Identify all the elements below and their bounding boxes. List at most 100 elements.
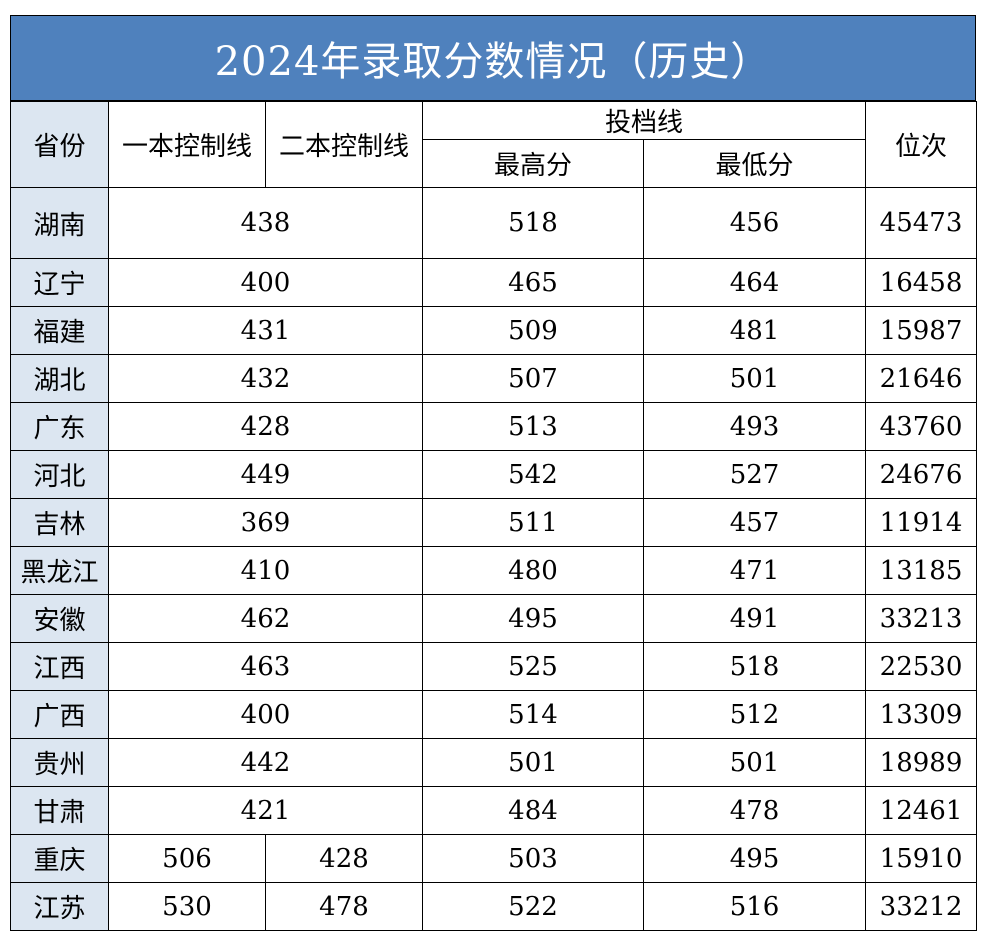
min-score-cell: 495 [642,834,867,883]
rank-cell: 33213 [865,594,978,643]
max-score-cell: 495 [422,594,644,643]
table-row: 广东 428 513 493 43760 [10,402,978,451]
min-score-cell: 493 [642,402,867,451]
max-score-cell: 525 [422,642,644,691]
rank-cell: 11914 [865,498,978,547]
rank-cell: 24676 [865,450,978,499]
min-score-cell: 457 [642,498,867,547]
header-row: 省份 一本控制线 二本控制线 投档线 位次 [10,101,978,188]
rank-cell: 43760 [865,402,978,451]
header-max: 最高分 [422,139,644,188]
header-line2: 二本控制线 [265,101,423,188]
province-cell: 湖北 [10,354,109,403]
min-score-cell: 527 [642,450,867,499]
table-row: 贵州 442 501 501 18989 [10,738,978,787]
rank-cell: 13185 [865,546,978,595]
header-province: 省份 [10,101,109,188]
province-cell: 广西 [10,690,109,739]
province-cell: 辽宁 [10,258,109,307]
rank-cell: 22530 [865,642,978,691]
max-score-cell: 514 [422,690,644,739]
min-score-cell: 501 [642,738,867,787]
control-line-cell: 428 [108,402,423,451]
table-title: 2024年录取分数情况（历史） [10,15,976,101]
table-row: 河北 449 542 527 24676 [10,450,978,499]
max-score-cell: 465 [422,258,644,307]
table-row: 湖南 438 518 456 45473 [10,187,978,259]
table-row: 安徽 462 495 491 33213 [10,594,978,643]
max-score-cell: 542 [422,450,644,499]
province-cell: 吉林 [10,498,109,547]
min-score-cell: 471 [642,546,867,595]
control-line-cell: 449 [108,450,423,499]
control-line-cell: 463 [108,642,423,691]
province-cell: 安徽 [10,594,109,643]
rank-cell: 21646 [865,354,978,403]
province-cell: 黑龙江 [10,546,109,595]
table-row: 重庆 506 428 503 495 15910 [10,834,978,883]
line1-cell: 530 [108,882,266,931]
table-row: 辽宁 400 465 464 16458 [10,258,978,307]
table-row: 甘肃 421 484 478 12461 [10,786,978,835]
rank-cell: 45473 [865,187,978,259]
header-rank: 位次 [865,101,978,188]
score-sheet: 2024年录取分数情况（历史） 省份 一本控制线 二本控制线 投档线 位次 最高… [10,15,978,931]
rank-cell: 33212 [865,882,978,931]
control-line-cell: 431 [108,306,423,355]
table-row: 湖北 432 507 501 21646 [10,354,978,403]
header-admission: 投档线 [421,101,867,140]
table-row: 江西 463 525 518 22530 [10,642,978,691]
rank-cell: 12461 [865,786,978,835]
max-score-cell: 507 [422,354,644,403]
province-cell: 福建 [10,306,109,355]
control-line-cell: 421 [108,786,423,835]
rank-cell: 18989 [865,738,978,787]
province-cell: 江苏 [10,882,109,931]
table-row: 福建 431 509 481 15987 [10,306,978,355]
table-row: 黑龙江 410 480 471 13185 [10,546,978,595]
province-cell: 河北 [10,450,109,499]
line1-cell: 506 [108,834,266,883]
province-cell: 重庆 [10,834,109,883]
province-cell: 贵州 [10,738,109,787]
rank-cell: 13309 [865,690,978,739]
max-score-cell: 484 [422,786,644,835]
line2-cell: 428 [265,834,423,883]
header-min: 最低分 [642,139,867,188]
header-line1: 一本控制线 [108,101,266,188]
max-score-cell: 511 [422,498,644,547]
min-score-cell: 516 [642,882,867,931]
control-line-cell: 369 [108,498,423,547]
table-row: 江苏 530 478 522 516 33212 [10,882,978,931]
min-score-cell: 481 [642,306,867,355]
line2-cell: 478 [265,882,423,931]
max-score-cell: 501 [422,738,644,787]
control-line-cell: 410 [108,546,423,595]
control-line-cell: 442 [108,738,423,787]
rank-cell: 15910 [865,834,978,883]
max-score-cell: 522 [422,882,644,931]
max-score-cell: 503 [422,834,644,883]
min-score-cell: 501 [642,354,867,403]
min-score-cell: 518 [642,642,867,691]
control-line-cell: 400 [108,258,423,307]
max-score-cell: 518 [422,187,644,259]
min-score-cell: 456 [642,187,867,259]
header-subrow: 最高分 最低分 [11,139,977,188]
min-score-cell: 491 [642,594,867,643]
max-score-cell: 480 [422,546,644,595]
province-cell: 湖南 [10,187,109,259]
min-score-cell: 464 [642,258,867,307]
control-line-cell: 462 [108,594,423,643]
rank-cell: 16458 [865,258,978,307]
control-line-cell: 400 [108,690,423,739]
province-cell: 广东 [10,402,109,451]
min-score-cell: 478 [642,786,867,835]
province-cell: 甘肃 [10,786,109,835]
min-score-cell: 512 [642,690,867,739]
max-score-cell: 513 [422,402,644,451]
table-row: 广西 400 514 512 13309 [10,690,978,739]
control-line-cell: 432 [108,354,423,403]
table-body: 湖南 438 518 456 45473 辽宁 400 465 464 16458 福建 431 509… [10,187,978,931]
table-row: 吉林 369 511 457 11914 [10,498,978,547]
